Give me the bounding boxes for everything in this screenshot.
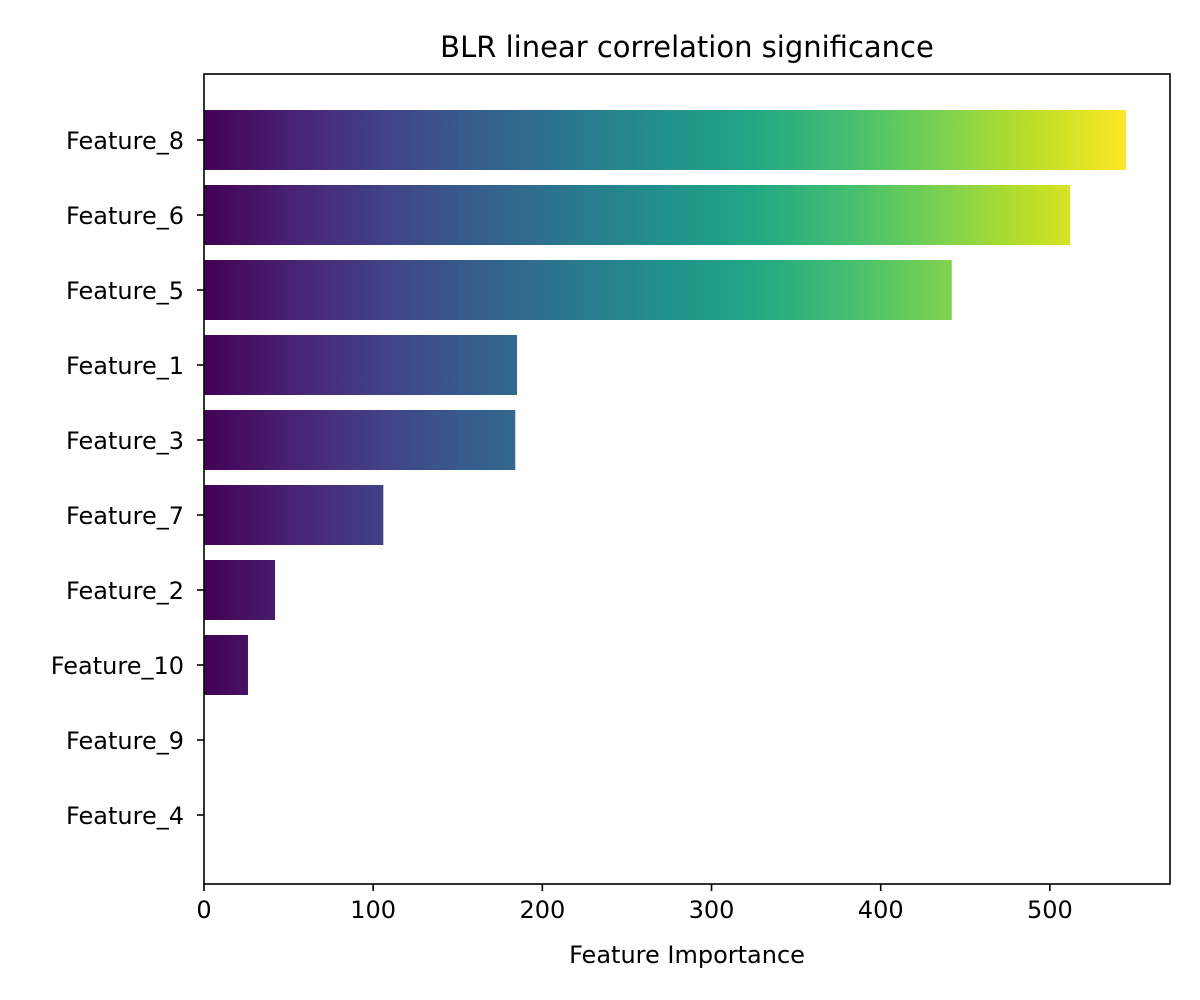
x-tick-label: 300 xyxy=(689,896,735,924)
y-tick-label: Feature_7 xyxy=(66,502,184,530)
y-tick-label: Feature_8 xyxy=(66,127,184,155)
y-tick-label: Feature_5 xyxy=(66,277,184,305)
bar-feature-6 xyxy=(204,185,1071,245)
x-tick-label: 200 xyxy=(519,896,565,924)
chart-title: BLR linear correlation significance xyxy=(440,30,934,64)
y-tick-label: Feature_9 xyxy=(66,727,184,755)
bar-feature-7 xyxy=(204,485,384,545)
bar-feature-3 xyxy=(204,410,516,470)
bar-feature-2 xyxy=(204,560,276,620)
y-tick-label: Feature_6 xyxy=(66,202,184,230)
x-tick-label: 0 xyxy=(196,896,211,924)
x-tick-label: 400 xyxy=(858,896,904,924)
plot-frame xyxy=(203,73,1171,885)
bar-feature-1 xyxy=(204,335,517,395)
bar-feature-10 xyxy=(204,635,248,695)
y-tick-label: Feature_2 xyxy=(66,577,184,605)
x-tick-label: 500 xyxy=(1027,896,1073,924)
x-tick-label: 100 xyxy=(350,896,396,924)
x-axis-label: Feature Importance xyxy=(569,941,805,969)
bars-group xyxy=(204,110,1127,695)
bar-feature-5 xyxy=(204,260,952,320)
bar-feature-8 xyxy=(204,110,1127,170)
y-ticks-group: Feature_8 Feature_6 Feature_5 Feature_1 Feat… xyxy=(51,127,204,830)
y-tick-label: Feature_10 xyxy=(51,652,184,680)
y-tick-label: Feature_3 xyxy=(66,427,184,455)
y-tick-label: Feature_4 xyxy=(66,802,184,830)
y-tick-label: Feature_1 xyxy=(66,352,184,380)
x-ticks-group: 0 100 200 300 400 500 xyxy=(196,884,1073,924)
